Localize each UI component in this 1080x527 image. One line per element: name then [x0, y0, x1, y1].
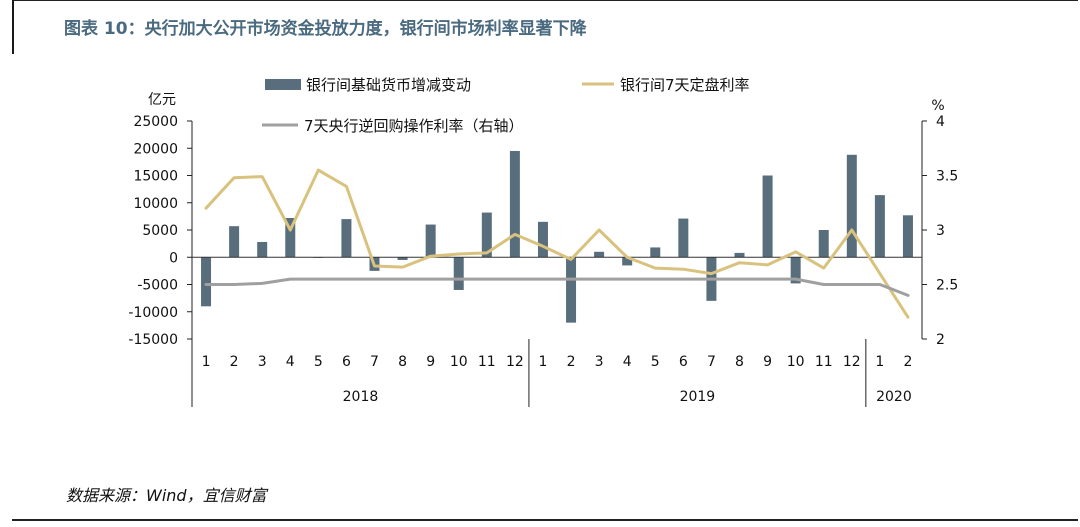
left-tick-label: 0: [169, 250, 178, 266]
title-bar: 图表 10：央行加大公开市场资金投放力度，银行间市场利率显著下降: [12, 0, 1076, 54]
year-label: 2020: [876, 389, 912, 405]
month-label: 2: [230, 354, 239, 370]
line-series: [204, 168, 910, 319]
month-label: 4: [286, 354, 295, 370]
month-label: 11: [478, 354, 496, 370]
month-label: 8: [398, 354, 407, 370]
month-label: 11: [815, 354, 833, 370]
bar: [453, 257, 464, 290]
bar: [201, 257, 212, 307]
month-label: 3: [258, 354, 267, 370]
right-tick-label: 2.5: [936, 278, 958, 294]
month-label: 2: [567, 354, 576, 370]
bottom-rule: [12, 519, 1078, 521]
bar: [537, 221, 548, 258]
right-tick-label: 3: [936, 223, 945, 239]
right-tick-label: 4: [936, 114, 945, 130]
month-label: 10: [450, 354, 468, 370]
legend-label-bar: 银行间基础货币增减变动: [306, 76, 471, 94]
bar: [678, 218, 689, 258]
year-label: 2019: [680, 389, 716, 405]
bar: [594, 251, 605, 258]
bar: [509, 150, 520, 258]
bar: [622, 257, 633, 266]
bar: [902, 215, 913, 258]
month-label: 1: [539, 354, 548, 370]
bar-series: [192, 150, 922, 323]
bar: [846, 154, 857, 258]
month-label: 1: [202, 354, 211, 370]
month-label: 7: [707, 354, 716, 370]
interbank-7d-fixing-line: [204, 168, 910, 319]
bar: [229, 226, 240, 258]
bar: [874, 195, 885, 258]
month-label: 9: [763, 354, 772, 370]
legend-swatch-bar: [265, 79, 301, 90]
month-label: 5: [651, 354, 660, 370]
left-tick-label: 5000: [142, 223, 178, 239]
top-rule: [12, 0, 1078, 1]
month-label: 12: [506, 354, 524, 370]
figure-title: 图表 10：央行加大公开市场资金投放力度，银行间市场利率显著下降: [64, 19, 587, 39]
right-tick-label: 2: [936, 332, 945, 348]
month-label: 12: [843, 354, 861, 370]
bar: [397, 257, 408, 260]
year-label: 2018: [343, 389, 379, 405]
bar: [790, 257, 801, 284]
bar: [425, 224, 436, 258]
data-source: 数据来源：Wind，宜信财富: [66, 486, 267, 505]
reverse-repo-rate-line: [204, 277, 910, 297]
bar: [257, 241, 268, 258]
bar: [734, 252, 745, 258]
left-tick-label: -10000: [128, 305, 178, 321]
left-axis-unit: 亿元: [148, 92, 176, 108]
month-label: 6: [679, 354, 688, 370]
right-axis-unit: %: [931, 98, 944, 114]
bar: [818, 230, 829, 258]
month-label: 8: [735, 354, 744, 370]
bar: [566, 257, 577, 323]
month-label: 5: [314, 354, 323, 370]
bar: [650, 247, 661, 258]
month-label: 7: [370, 354, 379, 370]
left-axis: 亿元 25000 20000 15000 10000 5000 0 -5000 -10000 -1…: [128, 92, 193, 348]
bar: [285, 218, 296, 258]
month-label: 4: [623, 354, 632, 370]
legend-label-repo: 7天央行逆回购操作利率（右轴）: [304, 117, 524, 135]
legend-label-fixing: 银行间7天定盘利率: [620, 76, 750, 94]
left-tick-label: -15000: [128, 332, 178, 348]
bar: [481, 212, 492, 258]
left-tick-label: 15000: [133, 169, 178, 185]
month-label: 2: [904, 354, 913, 370]
bar: [762, 175, 773, 258]
month-label: 6: [342, 354, 351, 370]
left-tick-label: 25000: [133, 114, 178, 130]
left-tick-label: -5000: [137, 278, 178, 294]
bar: [341, 219, 352, 258]
month-label: 9: [426, 354, 435, 370]
month-label: 10: [787, 354, 805, 370]
month-label: 1: [875, 354, 884, 370]
left-tick-label: 20000: [133, 141, 178, 157]
legend: 银行间基础货币增减变动 银行间7天定盘利率 7天央行逆回购操作利率（右轴）: [262, 76, 750, 135]
month-label: 3: [595, 354, 604, 370]
right-axis: %4 3.5 3 2.5 2: [921, 98, 958, 348]
right-tick-label: 3.5: [936, 169, 958, 185]
left-tick-label: 10000: [133, 196, 178, 212]
